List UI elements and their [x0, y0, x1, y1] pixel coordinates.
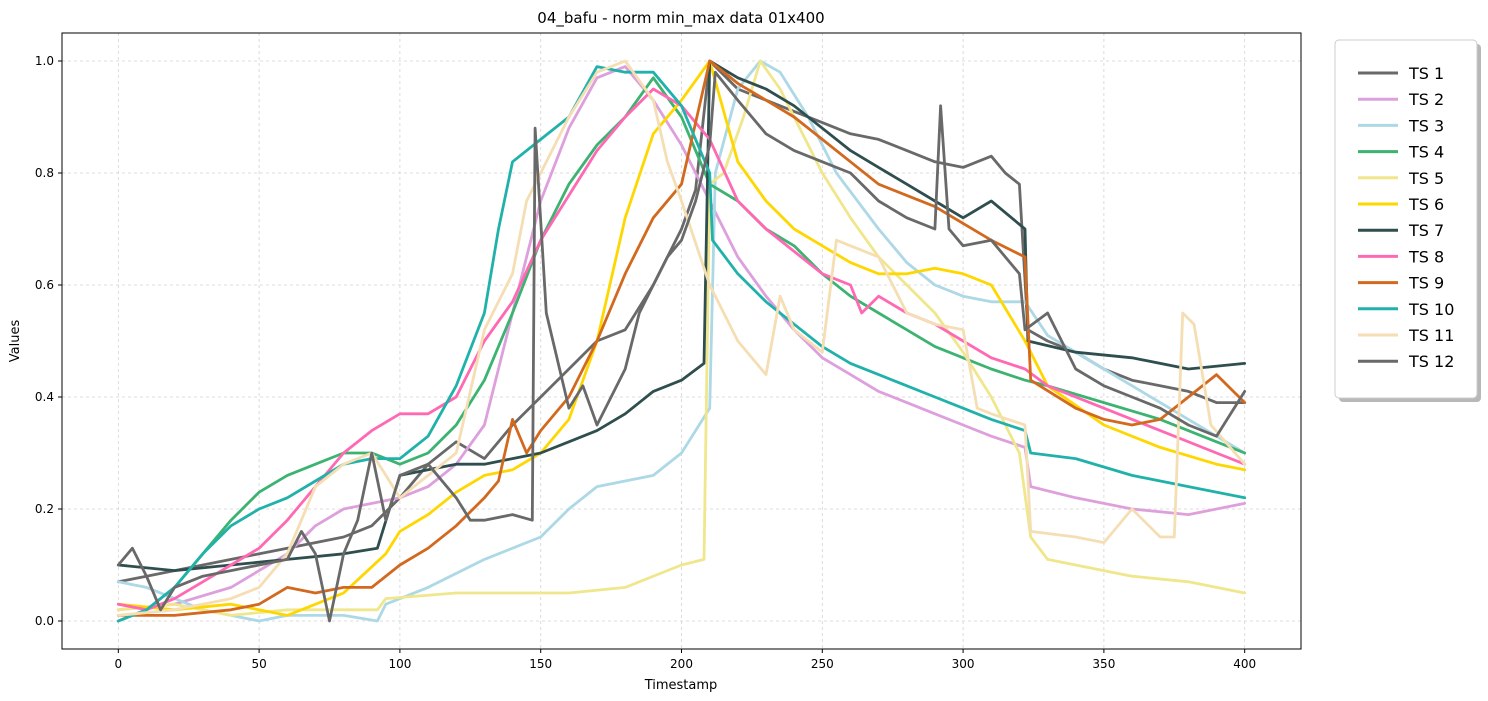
y-tick-label: 0.4 [35, 390, 54, 404]
legend-label-ts-8: TS 8 [1408, 247, 1444, 266]
y-tick-label: 0.6 [35, 278, 54, 292]
series-line-ts-9 [116, 59, 1247, 617]
legend-label-ts-12: TS 12 [1408, 352, 1454, 371]
y-tick-label: 1.0 [35, 54, 54, 68]
series-line-ts-12 [116, 70, 1247, 623]
x-tick-label: 150 [529, 657, 552, 671]
legend: TS 1 TS 2 TS 3 TS 4 TS 5 TS 6 TS 7 TS 8 TS 9 TS 1… [1334, 39, 1481, 402]
y-tick-label: 0.0 [35, 614, 54, 628]
x-tick-label: 200 [670, 657, 693, 671]
legend-label-ts-2: TS 2 [1408, 90, 1444, 109]
x-tick-label: 0 [114, 657, 122, 671]
x-tick-label: 400 [1233, 657, 1256, 671]
legend-label-ts-10: TS 10 [1408, 300, 1454, 319]
chart-title: 04_bafu - norm min_max data 01x400 [537, 9, 824, 28]
series-line-ts-8 [116, 87, 1247, 612]
series-line-ts-4 [116, 76, 1247, 623]
series-layer [116, 59, 1247, 623]
series-line-ts-6 [116, 59, 1247, 617]
series-line-ts-11 [116, 59, 1247, 617]
series-line-ts-5 [116, 59, 1247, 617]
x-tick-label: 250 [811, 657, 834, 671]
legend-label-ts-6: TS 6 [1408, 195, 1444, 214]
x-axis-label: Timestamp [644, 678, 718, 693]
x-tick-label: 300 [952, 657, 975, 671]
y-axis-label: Values [8, 320, 23, 363]
series-line-ts-10 [116, 65, 1247, 623]
legend-label-ts-5: TS 5 [1408, 169, 1444, 188]
x-tick-label: 50 [251, 657, 266, 671]
y-tick-label: 0.8 [35, 166, 54, 180]
y-tick-label: 0.2 [35, 502, 54, 516]
x-axis-ticks: 0 50 100 150 200 250 300 350 400 [114, 649, 1256, 671]
legend-label-ts-4: TS 4 [1408, 143, 1444, 162]
x-tick-label: 100 [388, 657, 411, 671]
legend-label-ts-3: TS 3 [1408, 116, 1444, 135]
x-tick-label: 350 [1092, 657, 1115, 671]
series-line-ts-2 [116, 65, 1247, 612]
legend-items: TS 1 TS 2 TS 3 TS 4 TS 5 TS 6 TS 7 TS 8 TS 9 TS 1… [1358, 64, 1454, 371]
legend-label-ts-7: TS 7 [1408, 221, 1444, 240]
legend-box [1334, 39, 1478, 399]
legend-label-ts-1: TS 1 [1408, 64, 1444, 83]
legend-label-ts-9: TS 9 [1408, 274, 1444, 293]
y-axis-ticks: 0.0 0.2 0.4 0.6 0.8 1.0 [35, 54, 62, 628]
legend-label-ts-11: TS 11 [1408, 326, 1454, 345]
